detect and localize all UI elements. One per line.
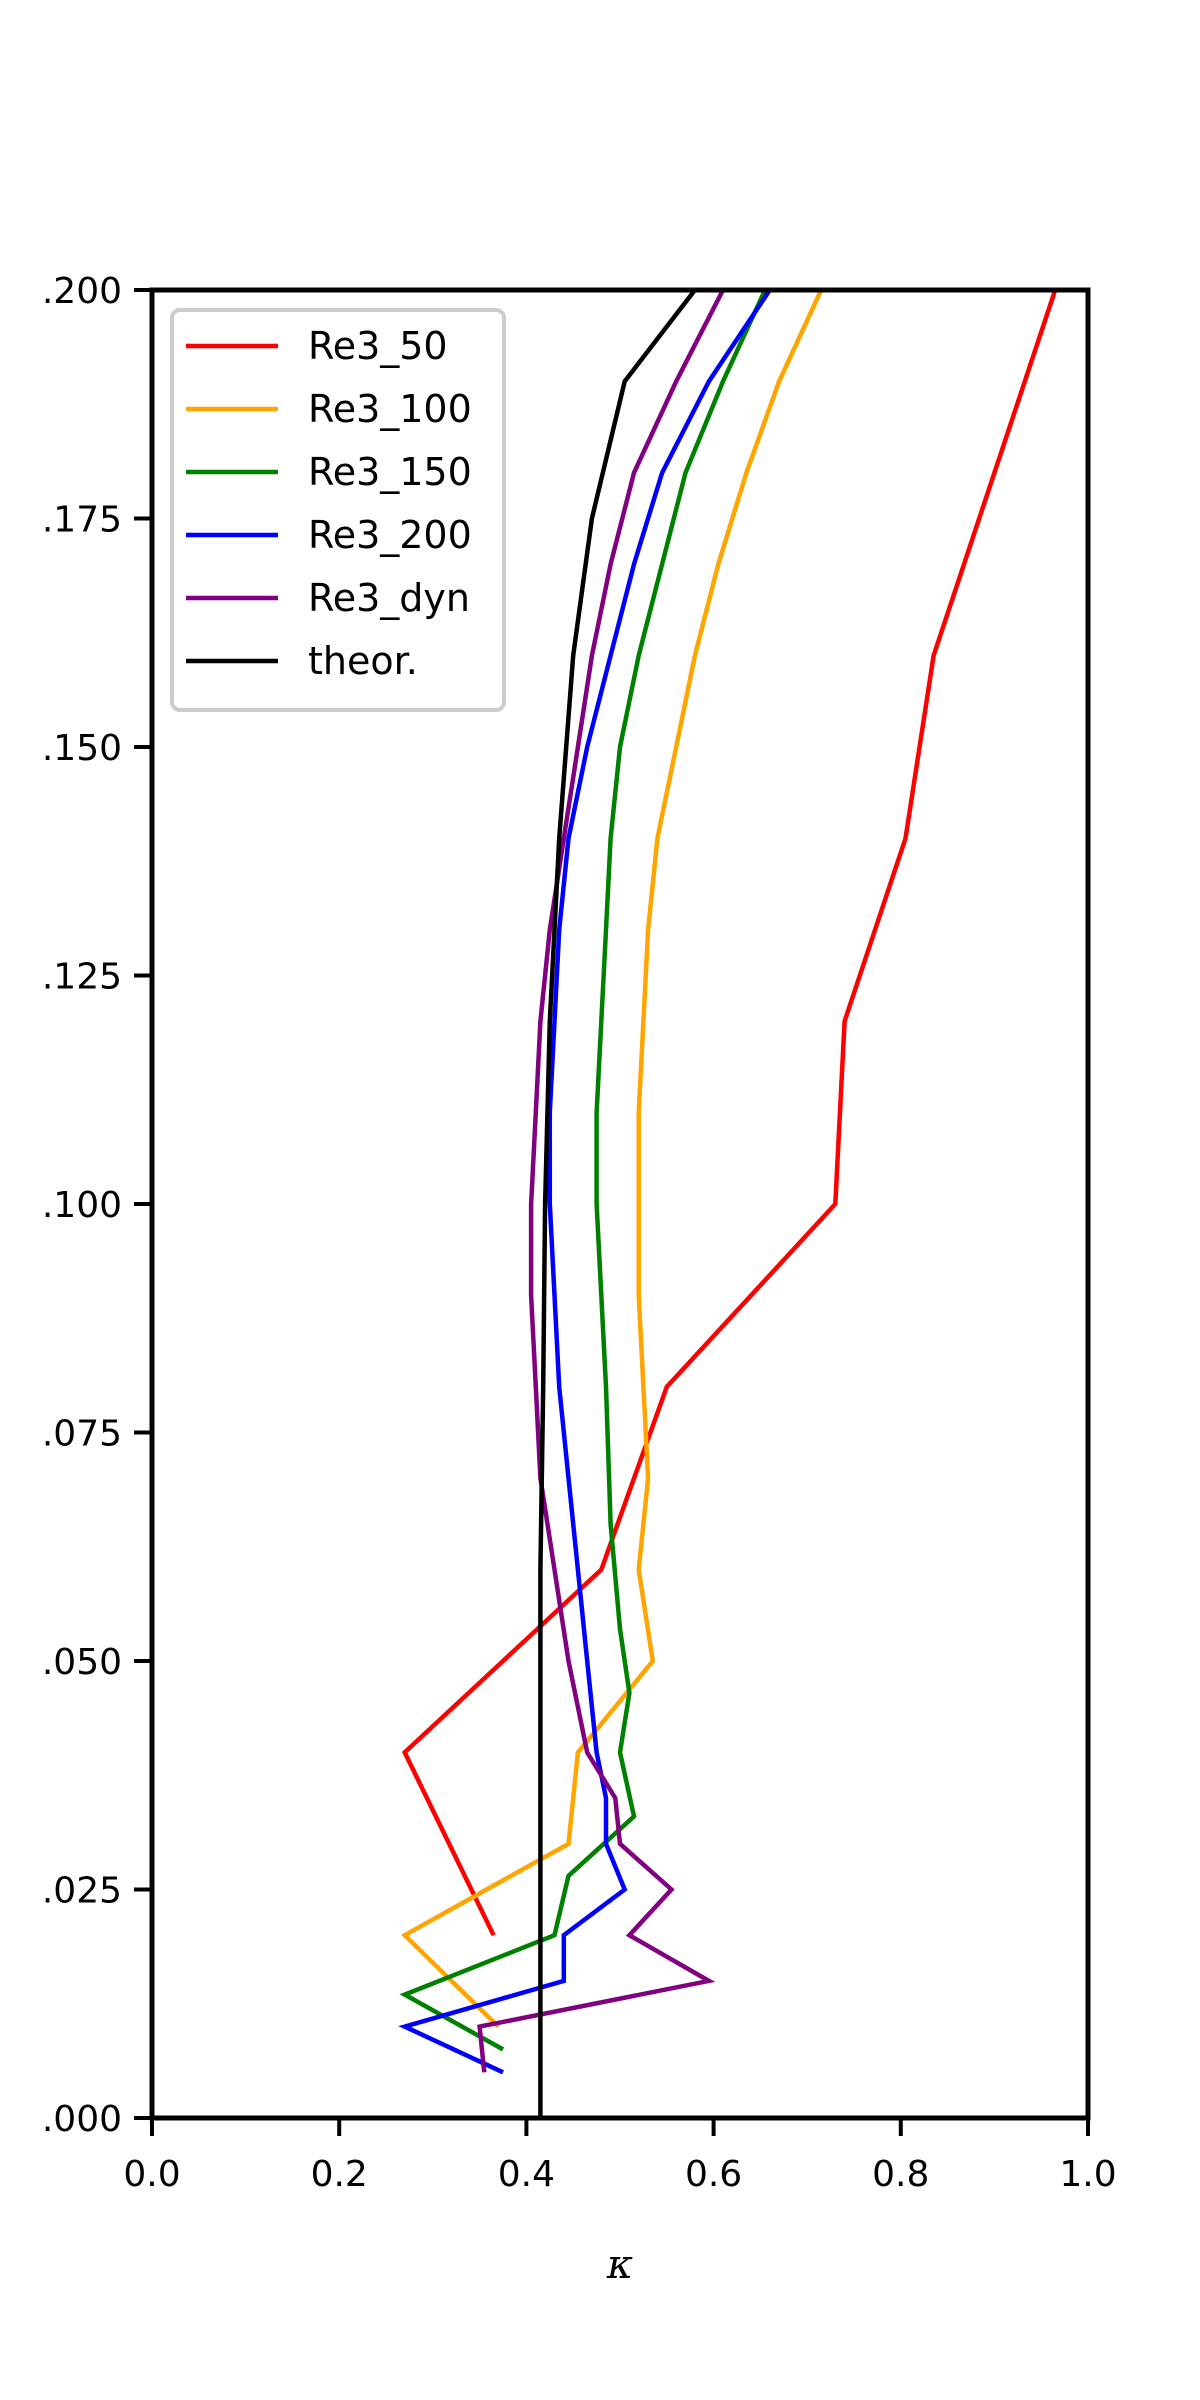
legend-label: Re3_200	[308, 513, 472, 557]
x-axis-label: κ	[606, 2242, 633, 2288]
y-tick-label: .200	[42, 271, 122, 312]
y-tick-label: .050	[42, 1642, 122, 1683]
y-tick-label: .075	[42, 1414, 122, 1455]
ticks-layer: 0.0 0.2 0.4 0.6 0.8 1.0 .000 .025 .050 .075 .100 .1…	[42, 271, 1117, 2195]
series-line-0	[401, 289, 1058, 1937]
x-tick-label: 0.8	[872, 2154, 929, 2195]
legend-label: Re3_dyn	[308, 576, 470, 620]
y-tick-label: .150	[42, 728, 122, 769]
x-tick-label: 0.0	[123, 2154, 180, 2195]
y-tick-label: .175	[42, 500, 122, 541]
y-tick-label: .100	[42, 1185, 122, 1226]
series-layer	[398, 288, 1058, 2118]
x-tick-label: 0.2	[311, 2154, 368, 2195]
legend: Re3_50 Re3_100 Re3_150 Re3_200 Re3_dyn theor.	[170, 308, 506, 712]
x-tick-label: 0.4	[498, 2154, 555, 2195]
series-line-3	[398, 288, 772, 2075]
series-line-4	[477, 288, 726, 2073]
x-tick-label: 1.0	[1059, 2154, 1116, 2195]
series-line-5	[538, 288, 697, 2118]
series-line-1	[400, 289, 824, 2029]
y-tick-label: .125	[42, 957, 122, 998]
y-tick-label: .025	[42, 1871, 122, 1912]
series-line-2	[399, 289, 768, 2052]
legend-label: Re3_150	[308, 450, 472, 494]
legend-label: Re3_100	[308, 387, 472, 431]
legend-label: theor.	[308, 639, 418, 683]
legend-label: Re3_50	[308, 324, 448, 368]
y-tick-label: .000	[42, 2099, 122, 2140]
x-tick-label: 0.6	[685, 2154, 742, 2195]
